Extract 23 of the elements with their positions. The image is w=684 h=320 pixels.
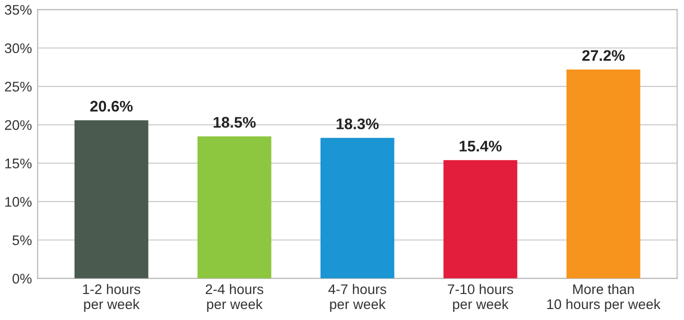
data-label: 18.3% [336, 118, 379, 130]
y-tick-label: 5% [12, 235, 32, 246]
x-tick-label: More than 10 hours per week [547, 284, 661, 312]
bar [74, 120, 148, 278]
y-tick-label: 0% [12, 274, 32, 284]
x-tick-label: 2-4 hours per week [206, 284, 264, 312]
bar [320, 138, 394, 278]
y-tick-label: 15% [5, 158, 32, 168]
y-tick-label: 35% [4, 4, 32, 15]
x-tick-label: 7-10 hours per week [448, 284, 514, 312]
y-tick-label: 20% [4, 120, 32, 130]
data-label: 20.6% [90, 100, 133, 112]
bar [443, 160, 518, 278]
x-tick-label: 4-7 hours per week [328, 284, 386, 312]
y-tick-label: 30% [4, 43, 32, 54]
bar [198, 136, 272, 278]
data-label: 15.4% [460, 140, 502, 152]
bar [566, 70, 640, 278]
x-tick-label: 1-2 hours per week [83, 284, 140, 312]
data-label: 18.5% [214, 116, 256, 128]
y-tick-label: 10% [5, 196, 32, 207]
data-label: 27.2% [582, 50, 625, 61]
y-tick-label: 25% [4, 82, 32, 92]
